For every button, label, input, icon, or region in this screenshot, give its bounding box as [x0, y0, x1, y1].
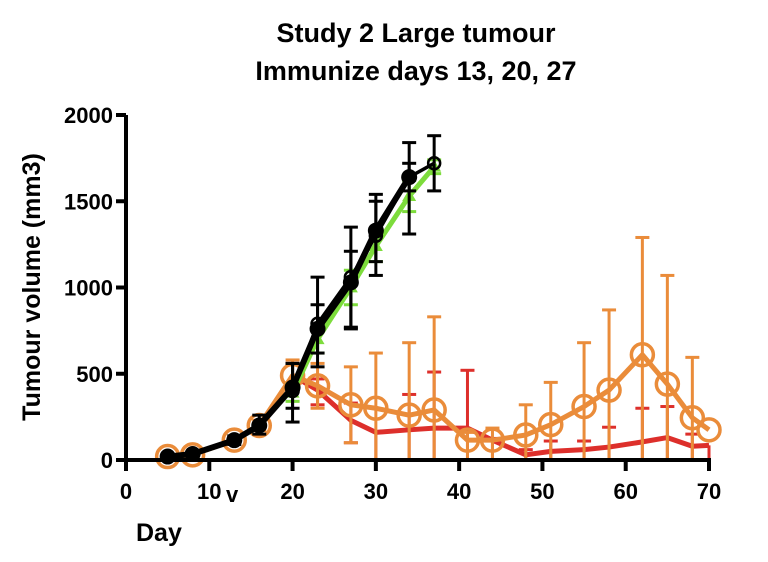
data-point: [363, 395, 389, 421]
y-tick-label: 500: [76, 362, 113, 387]
y-axis-label: Tumour volume (mm3): [18, 153, 46, 421]
data-point: [629, 342, 656, 368]
data-point: [284, 379, 301, 396]
x-tick-label: 50: [530, 479, 554, 504]
chart-title-line-1: Study 2 Large tumour: [276, 18, 556, 48]
y-tick-label: 0: [101, 448, 113, 473]
data-point: [226, 432, 243, 449]
data-point: [309, 320, 326, 337]
x-tick-label: 30: [364, 479, 388, 504]
data-point: [426, 156, 442, 171]
data-point: [396, 402, 422, 428]
data-point: [304, 373, 331, 399]
data-point: [479, 427, 506, 453]
data-point: [454, 427, 481, 453]
data-point: [338, 392, 364, 418]
data-point: [421, 397, 447, 423]
data-point: [571, 393, 597, 420]
x-axis-label: Day: [136, 519, 182, 547]
series-line: [291, 373, 710, 458]
data-point: [654, 371, 681, 397]
data-point: [184, 445, 201, 462]
y-tick-label: 1500: [64, 189, 113, 214]
data-point: [679, 404, 706, 431]
data-point: [596, 377, 622, 403]
series-line: [167, 352, 711, 460]
x-tick-label: 20: [280, 479, 304, 504]
x-tick-annotation: v: [226, 482, 239, 507]
x-tick-label: 10: [197, 479, 221, 504]
data-point: [159, 448, 176, 465]
chart-title-line-2: Immunize days 13, 20, 27: [255, 56, 576, 86]
y-tick-label: 1000: [64, 276, 113, 301]
series-green-triangle: [285, 158, 442, 403]
data-point: [696, 417, 722, 443]
data-point: [342, 274, 359, 291]
data-point: [221, 427, 248, 453]
data-point: [367, 222, 384, 239]
plot-area: [154, 134, 722, 470]
data-point: [538, 411, 564, 438]
series-red: [285, 361, 711, 460]
series-black-filled-circle: [159, 161, 418, 465]
x-axis-ticks: 0 10 20 30 40 50 60 70: [120, 460, 721, 504]
data-point: [513, 422, 539, 448]
x-tick-label: 0: [120, 479, 132, 504]
data-point: [251, 417, 268, 434]
data-point: [401, 169, 418, 186]
y-tick-label: 2000: [64, 103, 113, 128]
series-line: [167, 175, 412, 460]
x-tick-label: 60: [613, 479, 637, 504]
x-tick-label: 40: [447, 479, 471, 504]
x-tick-label: 70: [697, 479, 721, 504]
y-axis-ticks: 0 500 1000 1500 2000: [64, 103, 126, 473]
